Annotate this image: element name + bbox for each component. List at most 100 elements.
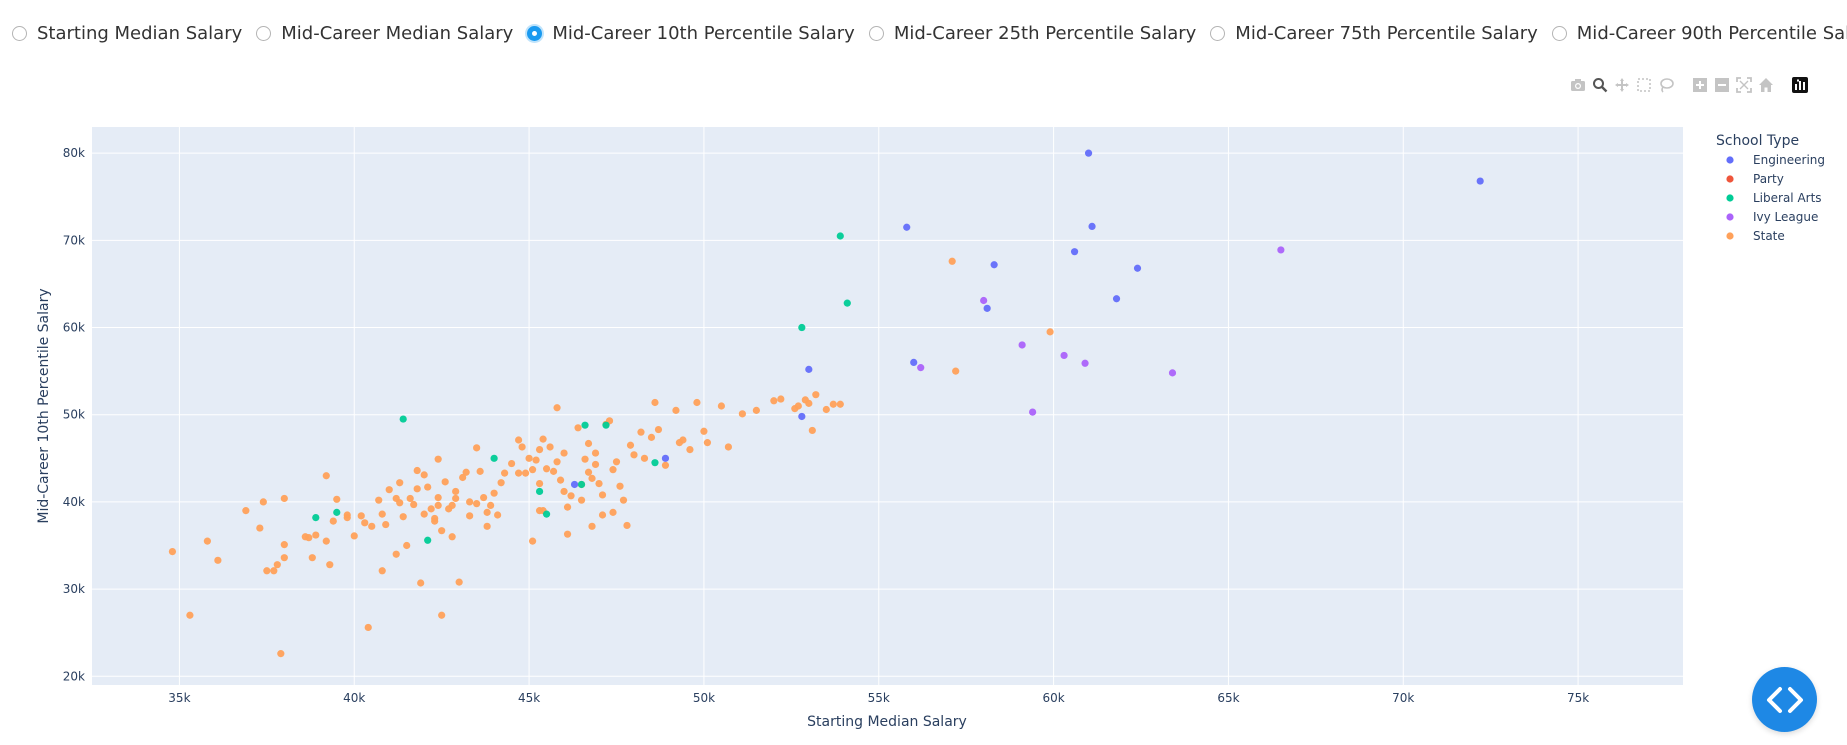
data-point[interactable] <box>686 445 694 454</box>
data-point[interactable] <box>609 508 617 516</box>
data-point[interactable] <box>518 443 526 451</box>
data-point[interactable] <box>1277 246 1285 254</box>
data-point[interactable] <box>455 578 463 586</box>
data-point[interactable] <box>700 427 708 435</box>
data-point[interactable] <box>553 404 561 412</box>
data-point[interactable] <box>983 304 991 312</box>
data-point[interactable] <box>333 495 341 503</box>
data-point[interactable] <box>539 435 547 443</box>
data-point[interactable] <box>424 536 432 544</box>
reset-axes-icon[interactable] <box>1755 76 1777 94</box>
data-point[interactable] <box>661 461 670 469</box>
legend-item-liberal-arts[interactable]: Liberal Arts <box>1726 191 1822 205</box>
data-point[interactable] <box>452 494 460 503</box>
data-point[interactable] <box>396 479 404 487</box>
data-point[interactable] <box>609 466 617 474</box>
data-point[interactable] <box>333 508 341 516</box>
data-point[interactable] <box>420 510 428 518</box>
data-point[interactable] <box>623 521 631 530</box>
data-point[interactable] <box>752 406 760 414</box>
data-point[interactable] <box>952 367 960 375</box>
data-point[interactable] <box>434 455 442 463</box>
data-point[interactable] <box>490 489 498 497</box>
data-point[interactable] <box>647 433 656 441</box>
data-point[interactable] <box>466 498 474 506</box>
data-point[interactable] <box>305 534 313 542</box>
data-point[interactable] <box>273 561 281 569</box>
data-point[interactable] <box>598 511 607 519</box>
data-point[interactable] <box>612 458 621 466</box>
radio-option-5[interactable]: Mid-Career 75th Percentile Salary <box>1210 23 1538 44</box>
data-point[interactable] <box>560 487 568 496</box>
data-point[interactable] <box>497 479 505 487</box>
data-point[interactable] <box>312 514 320 522</box>
series-ivy-league[interactable] <box>917 246 1285 416</box>
data-point[interactable] <box>1070 248 1079 256</box>
data-point[interactable] <box>542 510 551 518</box>
data-point[interactable] <box>794 402 802 410</box>
data-point[interactable] <box>581 455 589 463</box>
legend-item-party[interactable]: Party <box>1726 172 1784 186</box>
radio-button[interactable] <box>527 25 543 41</box>
data-point[interactable] <box>214 556 222 564</box>
data-point[interactable] <box>805 399 813 407</box>
data-point[interactable] <box>563 530 572 538</box>
data-point[interactable] <box>640 454 649 462</box>
data-point[interactable] <box>466 512 474 520</box>
data-point[interactable] <box>434 501 442 509</box>
data-point[interactable] <box>577 496 586 504</box>
data-point[interactable] <box>777 395 785 403</box>
data-point[interactable] <box>406 494 414 503</box>
data-point[interactable] <box>798 323 806 332</box>
data-point[interactable] <box>602 421 610 429</box>
data-point[interactable] <box>427 505 435 513</box>
zoom-icon[interactable] <box>1589 76 1611 94</box>
lasso-icon[interactable] <box>1655 76 1677 94</box>
zoom-in-icon[interactable] <box>1689 76 1711 94</box>
plot-area[interactable] <box>92 127 1683 685</box>
data-point[interactable] <box>308 554 316 562</box>
legend-item-ivy-league[interactable]: Ivy League <box>1726 210 1818 224</box>
data-point[interactable] <box>473 500 481 508</box>
legend[interactable]: Engineering Party Liberal Arts Ivy League St… <box>1726 153 1825 243</box>
data-point[interactable] <box>514 436 523 444</box>
data-point[interactable] <box>546 443 554 451</box>
pan-icon[interactable] <box>1611 76 1633 94</box>
data-point[interactable] <box>717 402 726 410</box>
data-point[interactable] <box>483 522 491 530</box>
data-point[interactable] <box>1046 328 1054 336</box>
data-point[interactable] <box>280 541 288 549</box>
data-point[interactable] <box>280 494 288 503</box>
data-point[interactable] <box>577 480 586 489</box>
data-point[interactable] <box>528 537 537 545</box>
data-point[interactable] <box>672 406 680 414</box>
data-point[interactable] <box>822 405 830 414</box>
series-state[interactable] <box>168 257 1054 658</box>
zoom-out-icon[interactable] <box>1711 76 1733 94</box>
code-toggle-button[interactable] <box>1752 667 1817 732</box>
data-point[interactable] <box>452 487 460 496</box>
camera-icon[interactable] <box>1567 76 1589 94</box>
data-point[interactable] <box>277 650 285 658</box>
data-point[interactable] <box>626 441 635 449</box>
data-point[interactable] <box>487 501 495 509</box>
radio-button[interactable] <box>12 25 27 41</box>
data-point[interactable] <box>563 503 572 511</box>
data-point[interactable] <box>1018 341 1026 349</box>
data-point[interactable] <box>186 611 194 619</box>
data-point[interactable] <box>501 469 509 477</box>
data-point[interactable] <box>1168 369 1177 377</box>
data-point[interactable] <box>651 459 659 467</box>
data-point[interactable] <box>350 532 358 540</box>
data-point[interactable] <box>413 485 421 493</box>
data-points[interactable] <box>168 149 1484 658</box>
data-point[interactable] <box>829 400 837 408</box>
data-point[interactable] <box>420 471 428 479</box>
data-point[interactable] <box>483 508 491 516</box>
data-point[interactable] <box>434 493 442 502</box>
data-point[interactable] <box>553 458 561 466</box>
data-point[interactable] <box>591 449 600 457</box>
data-point[interactable] <box>1476 177 1484 185</box>
data-point[interactable] <box>399 415 407 423</box>
data-point[interactable] <box>542 465 551 473</box>
